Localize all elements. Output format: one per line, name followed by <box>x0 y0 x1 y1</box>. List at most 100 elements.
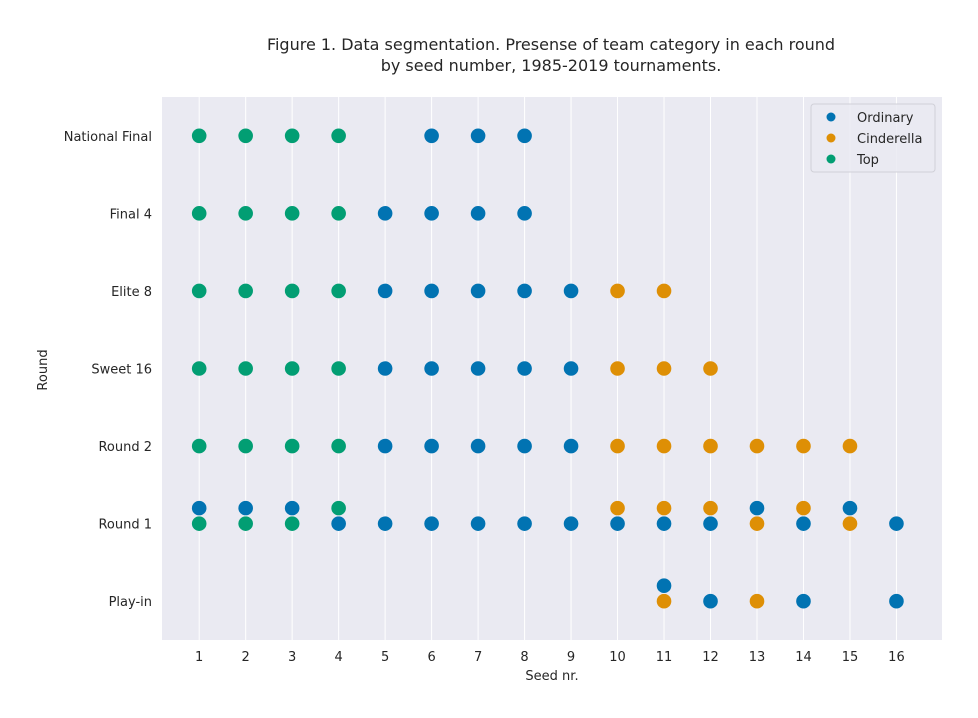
data-point <box>331 361 346 376</box>
x-tick-label: 13 <box>749 650 766 665</box>
data-point <box>284 516 300 531</box>
legend: Ordinary Cinderella Top <box>810 103 936 173</box>
data-point <box>610 283 625 299</box>
data-point <box>284 206 300 221</box>
data-point <box>191 206 207 221</box>
data-point <box>517 516 532 531</box>
data-point <box>517 128 532 144</box>
data-point <box>331 500 346 516</box>
data-point <box>331 128 346 144</box>
x-tick-label: 1 <box>195 650 203 665</box>
x-tick-label: 10 <box>609 650 626 665</box>
x-tick-label: 9 <box>567 650 575 665</box>
x-tick-label: 11 <box>656 650 673 665</box>
data-point <box>470 128 486 144</box>
legend-label: Top <box>856 153 879 168</box>
data-point <box>377 361 393 376</box>
data-point <box>238 438 253 454</box>
legend-marker <box>826 112 836 122</box>
data-point <box>284 438 300 454</box>
data-point <box>424 283 439 299</box>
data-point <box>656 283 672 299</box>
data-point <box>796 593 811 609</box>
data-point <box>191 438 207 454</box>
data-point <box>331 283 346 299</box>
data-point <box>238 206 253 221</box>
data-point <box>238 516 253 531</box>
data-point <box>377 283 393 299</box>
data-point <box>377 206 393 221</box>
data-point <box>191 283 207 299</box>
data-point <box>191 516 207 531</box>
legend-label: Cinderella <box>857 132 922 147</box>
data-point <box>238 283 253 299</box>
data-point <box>517 438 532 454</box>
data-point <box>517 206 532 221</box>
data-point <box>470 283 486 299</box>
legend-marker <box>826 133 836 143</box>
data-point <box>610 438 625 454</box>
data-point <box>191 128 207 144</box>
data-point <box>331 516 346 531</box>
data-point <box>238 500 253 516</box>
data-point <box>656 361 672 376</box>
x-axis-ticks: 1 2 3 4 5 6 7 8 9 10 11 12 13 14 15 16 <box>195 650 905 665</box>
data-point <box>749 593 765 609</box>
data-point <box>424 361 439 376</box>
data-point <box>842 516 858 531</box>
data-point <box>563 516 579 531</box>
data-point <box>424 206 439 221</box>
y-tick-label: Round 1 <box>98 518 152 533</box>
y-tick-label: Elite 8 <box>111 285 152 300</box>
data-point <box>703 361 718 376</box>
data-point <box>656 578 672 593</box>
plot-area <box>162 97 942 640</box>
data-point <box>703 593 718 609</box>
data-point <box>191 500 207 516</box>
data-point <box>517 361 532 376</box>
data-point <box>284 500 300 516</box>
data-point <box>424 128 439 144</box>
x-tick-label: 6 <box>427 650 435 665</box>
x-tick-label: 4 <box>334 650 342 665</box>
data-point <box>331 206 346 221</box>
y-tick-label: Play-in <box>109 595 152 610</box>
data-point <box>796 438 811 454</box>
y-tick-label: Round 2 <box>98 440 152 455</box>
data-point <box>377 516 393 531</box>
data-point <box>517 283 532 299</box>
data-point <box>284 128 300 144</box>
data-point <box>842 500 858 516</box>
data-point <box>749 500 765 516</box>
x-tick-label: 16 <box>888 650 905 665</box>
data-point <box>889 516 904 531</box>
chart-title-line-2: by seed number, 1985-2019 tournaments. <box>381 56 722 75</box>
legend-marker <box>826 154 836 164</box>
data-point <box>749 438 765 454</box>
legend-box <box>810 103 936 173</box>
data-point <box>377 438 393 454</box>
data-point <box>749 516 765 531</box>
data-point <box>796 500 811 516</box>
y-axis-label: Round <box>36 349 51 390</box>
y-tick-label: Final 4 <box>110 207 152 222</box>
x-tick-label: 7 <box>474 650 482 665</box>
data-point <box>842 438 858 454</box>
data-point <box>703 438 718 454</box>
data-point <box>284 361 300 376</box>
data-point <box>610 500 625 516</box>
chart-title-line-1: Figure 1. Data segmentation. Presense of… <box>267 35 835 54</box>
data-point <box>331 438 346 454</box>
data-point <box>470 361 486 376</box>
x-tick-label: 3 <box>288 650 296 665</box>
x-tick-label: 14 <box>795 650 812 665</box>
legend-label: Ordinary <box>857 111 914 126</box>
data-point <box>656 593 672 609</box>
x-tick-label: 15 <box>842 650 859 665</box>
data-point <box>703 516 718 531</box>
data-point <box>656 438 672 454</box>
data-point <box>889 593 904 609</box>
x-tick-label: 5 <box>381 650 389 665</box>
